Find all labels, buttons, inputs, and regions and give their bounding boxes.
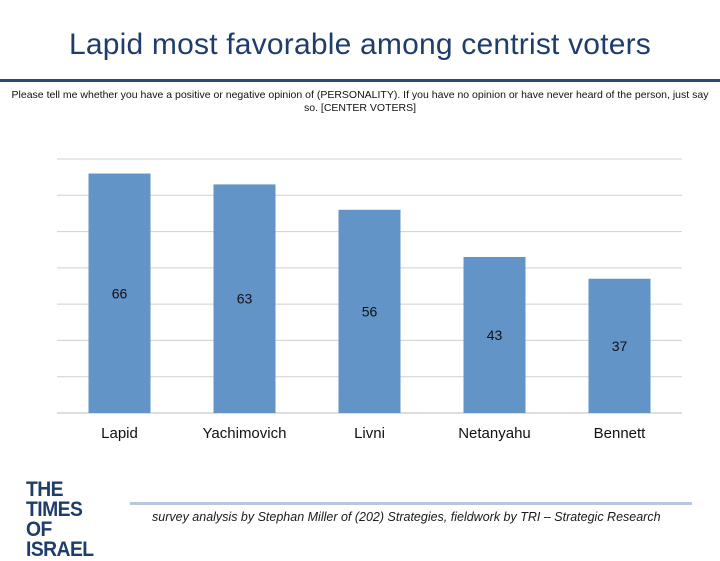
chart-title: Lapid most favorable among centrist vote… bbox=[68, 28, 652, 61]
survey-credit: survey analysis by Stephan Miller of (20… bbox=[152, 510, 661, 524]
category-label-livni: Livni bbox=[354, 425, 385, 442]
logo-line-2: OF ISRAEL bbox=[26, 518, 94, 561]
data-label-yachimovich: 63 bbox=[237, 291, 253, 307]
bar-lapid bbox=[88, 173, 151, 413]
bar-yachimovich bbox=[213, 184, 276, 413]
category-label-lapid: Lapid bbox=[101, 425, 138, 442]
data-label-netanyahu: 43 bbox=[487, 327, 503, 343]
category-label-netanyahu: Netanyahu bbox=[458, 425, 531, 442]
category-label-yachimovich: Yachimovich bbox=[203, 425, 287, 442]
times-of-israel-logo: THE TIMES OF ISRAEL bbox=[26, 478, 118, 561]
footer-divider bbox=[130, 502, 692, 505]
bar-netanyahu bbox=[463, 256, 526, 413]
category-label-bennett: Bennett bbox=[594, 425, 647, 442]
data-label-bennett: 37 bbox=[612, 338, 628, 354]
bar-bennett bbox=[588, 278, 651, 413]
logo-line-1: THE TIMES bbox=[26, 478, 83, 521]
data-label-livni: 56 bbox=[362, 303, 378, 319]
title-divider bbox=[0, 79, 720, 82]
data-label-lapid: 66 bbox=[112, 285, 128, 301]
bar-livni bbox=[338, 209, 401, 413]
question-text: Please tell me whether you have a positi… bbox=[11, 89, 709, 114]
bar-chart: 66 Lapid 63 Yachimovich 56 Livni 43 Netanyahu 37… bbox=[57, 158, 682, 442]
